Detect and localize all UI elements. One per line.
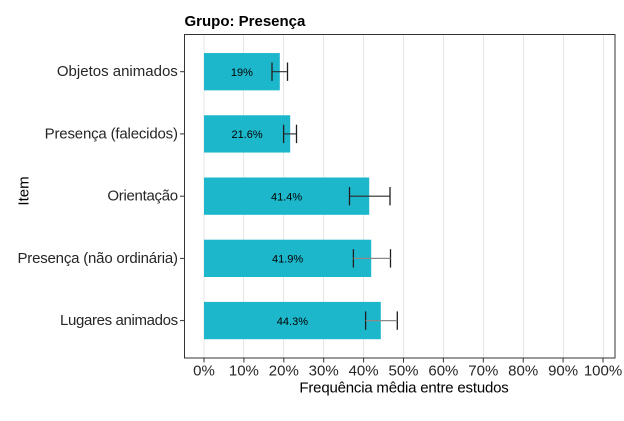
svg-text:Lugares animados: Lugares animados [60, 312, 178, 329]
svg-text:Orientação: Orientação [107, 188, 177, 205]
svg-text:Presença (falecidos): Presença (falecidos) [45, 125, 178, 142]
svg-text:100%: 100% [584, 362, 622, 379]
svg-text:20%: 20% [269, 362, 299, 379]
svg-text:70%: 70% [468, 362, 498, 379]
svg-text:41.9%: 41.9% [272, 254, 303, 266]
svg-text:41.4%: 41.4% [271, 192, 302, 204]
svg-text:60%: 60% [428, 362, 458, 379]
svg-text:0%: 0% [193, 362, 215, 379]
svg-text:10%: 10% [229, 362, 259, 379]
svg-text:30%: 30% [309, 362, 339, 379]
svg-text:90%: 90% [548, 362, 578, 379]
svg-text:40%: 40% [349, 362, 379, 379]
svg-text:21.6%: 21.6% [231, 129, 262, 141]
svg-text:Frequência mêdia entre estudos: Frequência mêdia entre estudos [299, 379, 508, 396]
svg-text:Item: Item [16, 176, 33, 205]
svg-text:80%: 80% [508, 362, 538, 379]
svg-text:Grupo: Presença: Grupo: Presença [185, 13, 307, 30]
svg-text:Objetos animados: Objetos animados [57, 63, 178, 80]
svg-text:19%: 19% [231, 67, 253, 79]
svg-text:50%: 50% [388, 362, 418, 379]
svg-text:Presença (não ordinária): Presença (não ordinária) [18, 250, 178, 267]
svg-text:44.3%: 44.3% [277, 316, 308, 328]
